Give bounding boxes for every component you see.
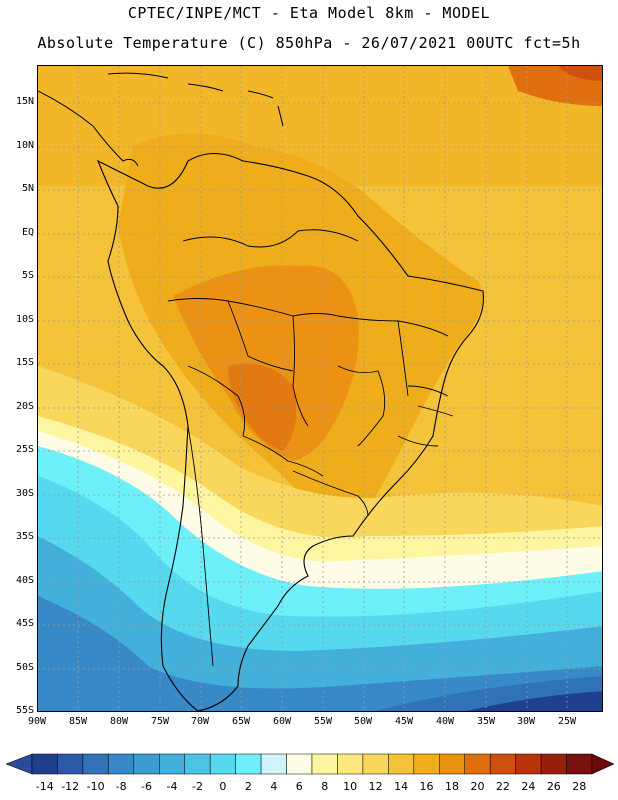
lat-label: 20S <box>15 401 34 412</box>
colorbar-swatch <box>566 753 593 775</box>
lon-label: 25W <box>557 716 577 727</box>
colorbar-tick-label: 14 <box>394 780 409 793</box>
colorbar-low-arrow <box>5 753 33 775</box>
temperature-map <box>37 65 603 712</box>
colorbar-swatch <box>413 753 440 775</box>
colorbar-swatch <box>184 753 211 775</box>
lon-label: 40W <box>435 716 455 727</box>
colorbar-swatch <box>337 753 364 775</box>
cold-region-2 <box>38 536 602 711</box>
lat-label: EQ <box>21 227 34 238</box>
colorbar-tick-label: 28 <box>572 780 587 793</box>
colorbar-swatch <box>260 753 287 775</box>
colorbar-swatch <box>311 753 338 775</box>
colorbar-swatch <box>515 753 542 775</box>
colorbar-tick-label: 0 <box>219 780 227 793</box>
colorbar-tick-label: 26 <box>546 780 561 793</box>
lat-label: 5N <box>21 183 34 194</box>
lat-label: 45S <box>15 618 34 629</box>
lon-label: 60W <box>272 716 292 727</box>
map-subtitle: Absolute Temperature (C) 850hPa - 26/07/… <box>37 34 581 52</box>
central-america-coastline <box>38 90 139 167</box>
colorbar-tick-label: -14 <box>35 780 54 793</box>
colorbar-tick-label: 2 <box>244 780 252 793</box>
colorbar-tick-label: -8 <box>115 780 127 793</box>
colorbar-tick-label: 4 <box>270 780 278 793</box>
colorbar-tick-label: -2 <box>191 780 203 793</box>
cold-region-5 <box>466 691 602 711</box>
caribbean-islands <box>107 72 284 127</box>
lon-label: 35W <box>476 716 496 727</box>
colorbar-tick-label: -12 <box>61 780 80 793</box>
lat-label: 30S <box>15 488 34 499</box>
lat-label: 25S <box>15 444 34 455</box>
colorbar-swatch <box>133 753 160 775</box>
colorbar-tick-label: 12 <box>368 780 383 793</box>
colorbar-swatch <box>464 753 491 775</box>
colorbar-tick-label: 8 <box>321 780 329 793</box>
hot-spot-corner <box>558 66 602 81</box>
colorbar-swatch <box>540 753 567 775</box>
lat-label: 10N <box>15 140 34 151</box>
lon-label: 30W <box>516 716 536 727</box>
lat-label: 50S <box>15 662 34 673</box>
lon-label: 50W <box>353 716 373 727</box>
map-title: CPTEC/INPE/MCT - Eta Model 8km - MODEL <box>127 4 491 22</box>
lat-label: 15S <box>15 357 34 368</box>
colorbar-tick-label: -4 <box>166 780 178 793</box>
colorbar-tick-label: 10 <box>343 780 358 793</box>
colorbar-swatch <box>57 753 84 775</box>
colorbar-swatch <box>362 753 389 775</box>
lat-label: 15N <box>15 96 34 107</box>
lon-label: 65W <box>231 716 251 727</box>
colorbar-swatch <box>82 753 109 775</box>
colorbar-tick-label: 20 <box>470 780 485 793</box>
lat-label: 40S <box>15 575 34 586</box>
colorbar-swatch <box>31 753 58 775</box>
temperature-colorbar <box>5 753 615 775</box>
colorbar-swatch <box>388 753 415 775</box>
lon-label: 85W <box>68 716 88 727</box>
colorbar-tick-label: 18 <box>445 780 459 793</box>
lon-label: 80W <box>109 716 129 727</box>
colorbar-tick-label: -6 <box>141 780 153 793</box>
colorbar-tick-label: 22 <box>495 780 510 793</box>
lon-label: 45W <box>394 716 414 727</box>
lon-label: 75W <box>150 716 170 727</box>
colorbar-swatch <box>286 753 313 775</box>
lat-lon-grid <box>38 66 602 711</box>
lat-label: 35S <box>15 531 34 542</box>
colorbar-swatch <box>489 753 516 775</box>
colorbar-tick-label: 6 <box>295 780 303 793</box>
colorbar-swatch <box>108 753 135 775</box>
colorbar-tick-label: 24 <box>521 780 536 793</box>
colorbar-swatch <box>209 753 236 775</box>
country-borders <box>167 229 454 667</box>
colorbar-swatch <box>159 753 185 775</box>
cold-region-3 <box>38 596 602 711</box>
colorbar-high-arrow <box>591 753 615 775</box>
colorbar-swatch <box>235 753 262 775</box>
colorbar-tick-label: 16 <box>419 780 434 793</box>
lat-label: 5S <box>21 270 34 281</box>
lon-label: 55W <box>313 716 333 727</box>
continent-hottest <box>228 363 297 451</box>
lon-label: 90W <box>27 716 47 727</box>
colorbar-swatch <box>439 753 465 775</box>
lat-label: 10S <box>15 314 34 325</box>
lon-label: 70W <box>190 716 210 727</box>
colorbar-tick-label: -10 <box>86 780 105 793</box>
lat-label: 55S <box>15 705 34 716</box>
south-america-coastline <box>96 152 484 711</box>
